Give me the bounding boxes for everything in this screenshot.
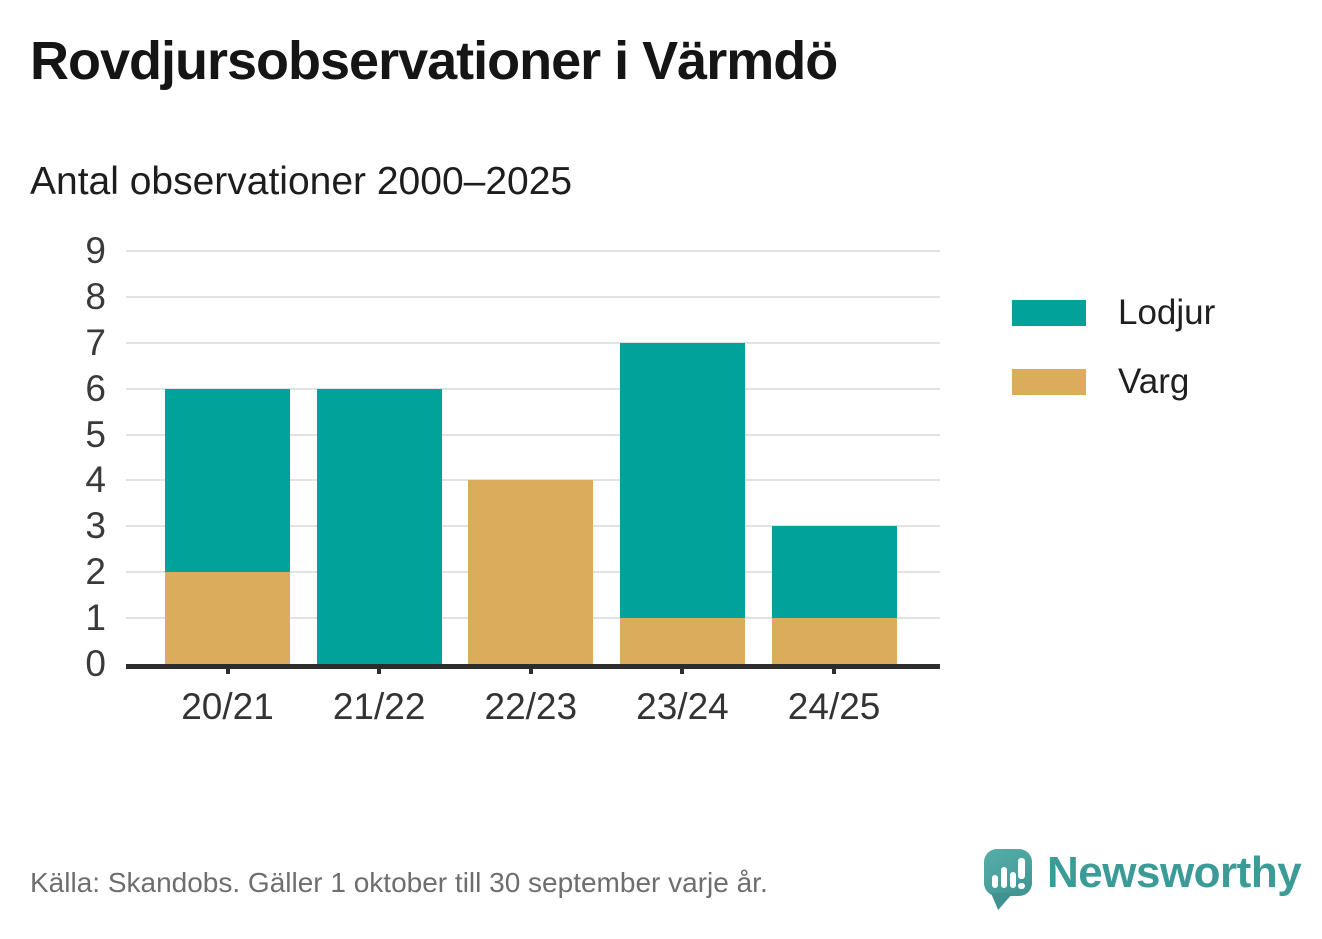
y-tick-label-6: 6: [85, 367, 106, 409]
bar-21-22-lodjur: [316, 388, 442, 664]
newsworthy-logo-icon: [984, 847, 1033, 911]
y-tick-label-7: 7: [85, 321, 106, 363]
x-tick-label-20-21: 20/21: [181, 686, 274, 727]
legend-item-lodjur: Lodjur: [1012, 293, 1215, 333]
legend-label-lodjur: Lodjur: [1118, 293, 1216, 332]
logo-exclamation-dot: [1018, 883, 1025, 889]
page-title: Rovdjursobservationer i Värmdö: [30, 31, 838, 91]
x-tick-24-25: [832, 664, 837, 674]
x-tick-label-24-25: 24/25: [787, 686, 881, 727]
y-tick-label-4: 4: [85, 459, 106, 501]
legend-swatch-varg: [1012, 369, 1086, 395]
newsworthy-brand: Newsworthy: [984, 847, 1302, 911]
legend-item-varg: Varg: [1012, 362, 1215, 402]
y-tick-label-9: 9: [85, 230, 106, 271]
x-tick-21-22: [377, 664, 382, 674]
logo-bar-3: [1010, 872, 1016, 888]
bar-22-23-varg: [468, 480, 594, 664]
gridline-7: [126, 341, 940, 344]
chart-subtitle: Antal observationer 2000–2025: [30, 160, 573, 203]
plot-area: 20/21 21/22 22/23 23/24 24/25: [126, 250, 940, 727]
legend-swatch-lodjur: [1012, 300, 1086, 326]
bar-23-24-varg: [619, 618, 745, 664]
bar-24-25-lodjur: [771, 526, 897, 619]
x-tick-23-24: [680, 664, 685, 674]
bar-20-21-varg: [165, 572, 290, 664]
x-tick-label-22-23: 22/23: [484, 686, 578, 727]
legend-label-varg: Varg: [1118, 362, 1190, 401]
y-tick-label-0: 0: [85, 643, 106, 684]
legend: Lodjur Varg: [1012, 293, 1215, 431]
gridline-8: [126, 295, 940, 298]
gridline-9: [126, 250, 940, 252]
source-note: Källa: Skandobs. Gäller 1 oktober till 3…: [30, 867, 768, 898]
x-tick-20-21: [225, 664, 230, 674]
logo-exclamation-bar: [1018, 858, 1025, 879]
gridline-5: [126, 433, 940, 436]
y-tick-label-3: 3: [85, 505, 106, 547]
gridline-6: [126, 387, 940, 390]
speech-bubble-tail: [990, 893, 1013, 910]
y-tick-label-2: 2: [85, 551, 106, 593]
x-tick-label-23-24: 23/24: [636, 686, 729, 727]
y-tick-label-1: 1: [85, 597, 106, 639]
bar-24-25-varg: [771, 618, 897, 664]
bar-20-21-lodjur: [165, 388, 290, 573]
y-tick-label-8: 8: [85, 275, 106, 317]
x-tick-label-21-22: 21/22: [332, 686, 426, 727]
x-axis-line: [126, 664, 940, 669]
logo-bar-2: [1001, 867, 1007, 888]
brand-name: Newsworthy: [1047, 848, 1302, 897]
bar-23-24-lodjur: [619, 342, 745, 619]
y-tick-label-5: 5: [85, 413, 106, 455]
logo-bar-1: [992, 875, 998, 888]
x-tick-22-23: [528, 664, 533, 674]
